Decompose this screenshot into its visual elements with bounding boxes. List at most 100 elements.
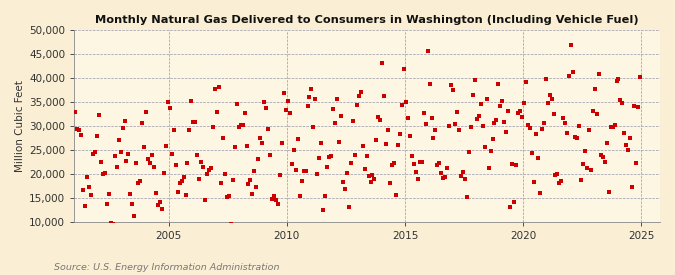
Point xyxy=(153,202,163,207)
Point xyxy=(558,116,569,120)
Point xyxy=(308,125,319,130)
Point xyxy=(74,128,84,132)
Point xyxy=(348,119,358,123)
Point xyxy=(418,111,429,115)
Point xyxy=(213,84,224,89)
Point xyxy=(170,163,181,167)
Point xyxy=(234,125,244,129)
Point xyxy=(221,195,232,199)
Point xyxy=(442,166,453,170)
Point xyxy=(298,169,309,174)
Point xyxy=(475,102,486,106)
Point xyxy=(253,156,264,161)
Point xyxy=(623,148,634,152)
Point xyxy=(144,161,155,165)
Point xyxy=(365,180,376,185)
Point xyxy=(300,169,311,174)
Point xyxy=(404,134,415,138)
Point xyxy=(129,213,140,218)
Point xyxy=(630,161,641,165)
Point xyxy=(275,173,286,178)
Point xyxy=(381,141,392,146)
Point xyxy=(414,160,425,164)
Point xyxy=(546,97,557,101)
Point xyxy=(168,128,179,132)
Point xyxy=(518,101,529,105)
Point xyxy=(182,161,193,166)
Point xyxy=(462,194,472,199)
Point xyxy=(513,111,524,115)
Point xyxy=(247,191,258,196)
Point xyxy=(430,128,441,132)
Point xyxy=(529,180,539,184)
Point xyxy=(107,222,118,226)
Point xyxy=(522,123,533,127)
Point xyxy=(155,200,165,205)
Point xyxy=(446,83,456,87)
Point xyxy=(335,114,346,118)
Point xyxy=(296,178,307,183)
Point xyxy=(340,187,350,191)
Point xyxy=(237,122,248,127)
Point xyxy=(489,121,500,125)
Point xyxy=(627,185,638,189)
Point xyxy=(235,123,246,127)
Point xyxy=(471,117,482,121)
Point xyxy=(338,180,348,185)
Point xyxy=(468,93,479,97)
Point xyxy=(422,49,433,53)
Point xyxy=(342,171,352,175)
Point xyxy=(608,125,618,129)
Point xyxy=(192,153,202,158)
Point xyxy=(632,105,643,109)
Point xyxy=(76,133,86,137)
Point xyxy=(560,121,571,125)
Point xyxy=(206,166,217,170)
Point xyxy=(495,103,506,108)
Point xyxy=(359,167,370,172)
Point xyxy=(516,115,527,119)
Point xyxy=(379,94,389,98)
Point xyxy=(538,121,549,126)
Point xyxy=(562,131,572,135)
Point xyxy=(245,178,256,182)
Point xyxy=(454,128,464,132)
Point xyxy=(282,99,293,103)
Point xyxy=(355,89,366,94)
Point xyxy=(131,161,142,165)
Point xyxy=(333,140,344,144)
Point xyxy=(302,103,313,108)
Point xyxy=(585,167,596,172)
Point xyxy=(485,149,496,153)
Point xyxy=(176,179,187,183)
Point xyxy=(450,122,460,126)
Point xyxy=(127,202,138,206)
Point xyxy=(398,67,409,71)
Point xyxy=(440,175,451,179)
Point xyxy=(458,170,468,174)
Point xyxy=(552,172,563,177)
Point xyxy=(421,122,431,127)
Point xyxy=(166,152,177,156)
Point xyxy=(400,100,411,104)
Point xyxy=(507,162,518,166)
Point xyxy=(605,124,616,129)
Point xyxy=(621,143,632,147)
Point xyxy=(174,181,185,185)
Point xyxy=(310,97,321,101)
Point xyxy=(146,153,157,158)
Point xyxy=(483,166,494,170)
Point xyxy=(408,161,419,166)
Point xyxy=(344,205,354,209)
Point xyxy=(460,177,470,182)
Point xyxy=(424,82,435,86)
Point xyxy=(159,171,169,175)
Point xyxy=(375,118,385,123)
Point xyxy=(273,201,284,206)
Point xyxy=(350,153,360,157)
Point xyxy=(452,110,462,115)
Point xyxy=(225,222,236,226)
Point xyxy=(78,188,88,192)
Text: Source: U.S. Energy Information Administration: Source: U.S. Energy Information Administ… xyxy=(54,263,279,272)
Point xyxy=(286,162,297,166)
